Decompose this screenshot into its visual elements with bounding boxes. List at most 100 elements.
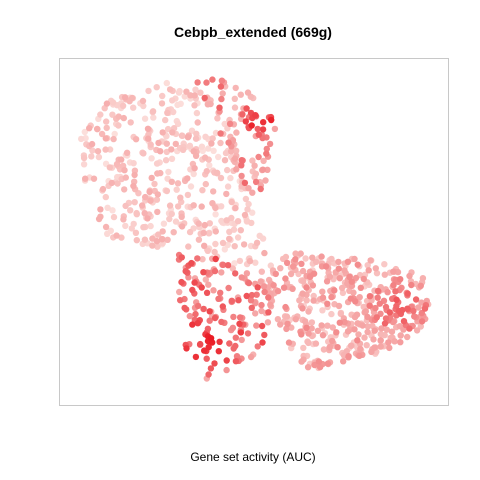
data-point (169, 97, 176, 104)
data-point (168, 146, 175, 153)
data-point (268, 116, 275, 124)
data-point (232, 334, 239, 341)
data-point (254, 125, 261, 133)
data-point (229, 324, 237, 331)
data-point (258, 322, 266, 330)
data-point (158, 236, 166, 243)
data-point (201, 347, 208, 354)
data-point (195, 236, 203, 243)
data-point (374, 294, 381, 301)
data-point (192, 135, 200, 142)
data-point (109, 111, 116, 118)
data-point (164, 236, 171, 243)
data-point (244, 206, 251, 213)
data-point (154, 191, 161, 198)
data-point (393, 302, 400, 310)
data-point (185, 243, 192, 250)
data-point (218, 318, 225, 326)
data-point (183, 345, 190, 352)
data-point (388, 328, 396, 335)
data-point (357, 345, 364, 353)
data-point (140, 150, 147, 157)
data-point (258, 307, 265, 315)
data-point (378, 325, 385, 332)
data-point (211, 360, 218, 367)
data-point (265, 309, 272, 316)
data-point (154, 208, 161, 216)
data-point (181, 304, 188, 312)
data-point (232, 358, 240, 365)
data-point (102, 135, 110, 142)
data-point (194, 302, 202, 310)
data-point (352, 274, 360, 282)
data-point (243, 270, 251, 277)
data-point (118, 156, 125, 163)
data-point (205, 281, 212, 288)
data-point (218, 203, 225, 210)
data-point (302, 255, 309, 262)
data-point (99, 185, 107, 193)
data-point (155, 139, 162, 147)
data-point (194, 320, 201, 327)
data-point (209, 76, 216, 83)
data-point (179, 146, 187, 153)
data-point (132, 229, 140, 236)
data-point (234, 234, 242, 241)
data-point (283, 325, 290, 333)
data-point (212, 228, 219, 235)
data-point (204, 101, 211, 108)
data-point (257, 278, 264, 285)
data-point (197, 89, 204, 96)
data-point (151, 180, 158, 188)
data-point (177, 194, 184, 201)
data-point (191, 102, 198, 109)
data-point (178, 132, 186, 139)
data-point (246, 257, 254, 265)
data-point (236, 257, 244, 265)
data-point (170, 229, 177, 236)
data-point (200, 269, 207, 276)
data-point (127, 207, 134, 214)
data-point (418, 318, 426, 325)
data-point (392, 288, 399, 295)
data-point (131, 171, 138, 179)
data-point (106, 146, 114, 153)
data-point (133, 237, 140, 244)
data-point (80, 161, 88, 168)
data-point (145, 87, 152, 95)
data-point (381, 261, 388, 268)
data-point (297, 250, 304, 257)
data-point (233, 129, 240, 136)
data-point (326, 273, 334, 280)
data-point (312, 258, 320, 265)
data-point (110, 135, 117, 143)
data-point (174, 101, 181, 109)
data-point (356, 352, 363, 359)
data-point (300, 344, 307, 352)
data-point (237, 91, 244, 98)
data-point (172, 140, 179, 148)
data-point (197, 340, 204, 348)
data-point (88, 140, 96, 148)
data-point (371, 344, 378, 351)
data-point (221, 157, 229, 164)
data-point (304, 364, 312, 371)
data-point (102, 223, 110, 231)
data-point (166, 215, 173, 223)
data-point (344, 328, 352, 335)
data-point (245, 185, 252, 192)
data-point (350, 289, 357, 296)
data-point (195, 220, 202, 227)
data-point (190, 148, 197, 155)
data-point (104, 204, 111, 211)
data-point (163, 187, 171, 195)
data-point (200, 305, 207, 313)
data-point (98, 130, 106, 138)
data-point (194, 255, 201, 262)
data-point (153, 160, 161, 167)
data-point (267, 262, 274, 269)
data-point (206, 308, 213, 315)
data-point (348, 278, 355, 285)
data-point (95, 215, 103, 223)
data-point (106, 164, 114, 171)
